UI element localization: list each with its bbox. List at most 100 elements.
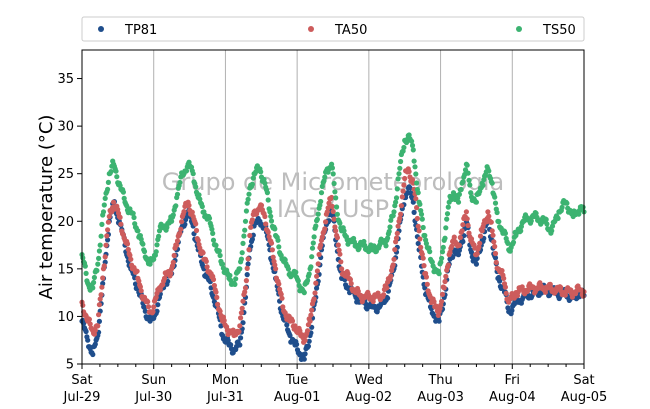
point-TA50 [181, 209, 187, 215]
point-TP81 [460, 239, 466, 245]
point-TP81 [509, 307, 515, 314]
point-TA50 [486, 213, 492, 219]
point-TS50 [242, 227, 248, 233]
point-TA50 [145, 299, 151, 305]
point-TA50 [451, 234, 457, 240]
point-TA50 [150, 309, 156, 315]
point-TA50 [477, 233, 484, 239]
point-TS50 [315, 211, 321, 217]
point-TA50 [86, 316, 92, 322]
point-TS50 [555, 215, 561, 221]
point-TS50 [409, 138, 415, 144]
point-TA50 [401, 182, 407, 188]
point-TA50 [394, 230, 400, 236]
x-tick-label-date: Jul-29 [63, 390, 101, 405]
legend-label: TS50 [542, 23, 576, 38]
point-TA50 [325, 205, 331, 211]
point-TA50 [443, 273, 449, 279]
point-TS50 [141, 248, 148, 255]
legend-marker [98, 26, 104, 32]
point-TA50 [168, 270, 174, 276]
point-TP81 [237, 342, 243, 348]
point-TS50 [130, 210, 136, 216]
point-TA50 [97, 296, 103, 302]
point-TP81 [96, 318, 102, 324]
point-TA50 [402, 175, 408, 182]
point-TA50 [503, 290, 509, 296]
x-tick-label-date: Aug-04 [489, 390, 536, 405]
point-TS50 [412, 164, 418, 170]
point-TA50 [347, 276, 353, 283]
point-TA50 [289, 318, 296, 324]
x-tick-label-day: Sun [141, 373, 166, 388]
point-TA50 [246, 247, 252, 253]
point-TS50 [334, 211, 340, 217]
point-TS50 [458, 186, 464, 193]
point-TA50 [99, 284, 105, 290]
point-TS50 [415, 190, 421, 196]
point-TS50 [97, 242, 103, 248]
point-TP81 [92, 341, 98, 347]
point-TA50 [319, 234, 325, 240]
point-TA50 [391, 256, 397, 262]
point-TS50 [331, 180, 337, 187]
point-TA50 [400, 188, 406, 194]
point-TA50 [398, 211, 404, 217]
point-TP81 [83, 328, 89, 335]
x-tick-label-day: Fri [505, 373, 521, 388]
point-TA50 [390, 262, 396, 268]
x-tick-label-day: Mon [212, 373, 239, 388]
point-TS50 [239, 250, 245, 256]
point-TP81 [245, 261, 251, 267]
point-TA50 [457, 234, 463, 241]
point-TS50 [293, 269, 299, 275]
point-TS50 [206, 215, 213, 221]
point-TS50 [418, 211, 425, 217]
point-TS50 [153, 249, 159, 255]
point-TA50 [460, 222, 466, 228]
point-TA50 [345, 271, 351, 277]
point-TS50 [301, 290, 307, 296]
point-TS50 [174, 191, 181, 197]
legend-marker [516, 26, 522, 32]
point-TS50 [544, 221, 550, 227]
point-TA50 [449, 243, 455, 249]
point-TA50 [414, 215, 420, 222]
point-TA50 [491, 239, 497, 245]
point-TS50 [246, 191, 252, 197]
point-TS50 [427, 249, 433, 255]
point-TS50 [240, 240, 246, 246]
point-TA50 [265, 229, 271, 235]
point-TS50 [391, 209, 397, 215]
point-TS50 [91, 274, 97, 281]
x-tick-label-day: Sat [573, 373, 594, 388]
point-TS50 [564, 200, 570, 206]
point-TA50 [336, 247, 342, 253]
point-TS50 [100, 209, 107, 215]
y-tick-label: 25 [57, 167, 74, 182]
point-TA50 [307, 318, 313, 324]
point-TA50 [463, 209, 469, 215]
point-TA50 [258, 202, 265, 208]
point-TA50 [178, 226, 184, 232]
point-TS50 [444, 211, 451, 217]
point-TA50 [87, 321, 93, 327]
point-TS50 [429, 259, 435, 265]
point-TS50 [91, 279, 97, 286]
point-TP81 [385, 295, 391, 301]
point-TP81 [228, 342, 234, 348]
point-TA50 [104, 233, 110, 239]
point-TS50 [105, 186, 111, 192]
point-TS50 [154, 242, 160, 248]
point-TP81 [240, 320, 246, 326]
point-TA50 [145, 304, 152, 310]
point-TA50 [447, 249, 453, 255]
point-TS50 [559, 204, 565, 210]
point-TS50 [394, 186, 400, 192]
point-TA50 [395, 223, 401, 229]
point-TA50 [236, 329, 242, 335]
point-TA50 [221, 317, 227, 324]
point-TS50 [243, 208, 249, 214]
point-TS50 [330, 171, 336, 177]
point-TA50 [197, 245, 203, 251]
